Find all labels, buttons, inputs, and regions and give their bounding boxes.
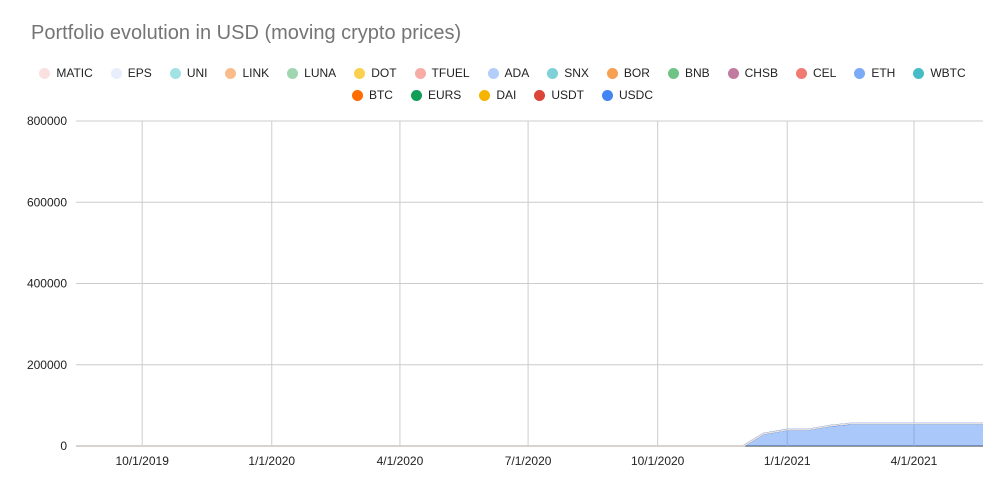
legend-swatch: [354, 67, 366, 79]
legend-item-eth[interactable]: ETH: [854, 66, 895, 80]
legend-label: CHSB: [744, 66, 778, 80]
legend-label: MATIC: [56, 66, 93, 80]
y-tick-label: 0: [60, 439, 67, 453]
area-usdc: [76, 423, 983, 446]
legend-swatch: [727, 67, 739, 79]
x-tick-label: 10/1/2019: [115, 454, 169, 468]
legend-label: WBTC: [930, 66, 966, 80]
x-tick-label: 1/1/2021: [764, 454, 811, 468]
legend-item-ada[interactable]: ADA: [487, 66, 530, 80]
legend-label: BTC: [368, 88, 393, 102]
legend-label: SNX: [564, 66, 589, 80]
legend-item-wbtc[interactable]: WBTC: [913, 66, 966, 80]
legend-swatch: [39, 67, 51, 79]
legend-label: EURS: [427, 88, 462, 102]
legend-row: MATIC EPS UNI LINK LUNA DOT TFUEL ADA SNX BOR BNB C…: [0, 62, 1005, 84]
legend-swatch: [534, 89, 546, 101]
chart-legend: MATIC EPS UNI LINK LUNA DOT TFUEL ADA SNX BOR BNB C…: [0, 62, 1005, 106]
legend-item-matic[interactable]: MATIC: [39, 66, 93, 80]
y-tick-label: 400000: [27, 277, 67, 291]
legend-label: UNI: [186, 66, 208, 80]
legend-swatch: [410, 89, 422, 101]
legend-label: DOT: [371, 66, 397, 80]
legend-label: CEL: [812, 66, 837, 80]
legend-swatch: [547, 67, 559, 79]
legend-swatch: [287, 67, 299, 79]
legend-item-eurs[interactable]: EURS: [410, 88, 462, 102]
y-tick-label: 600000: [27, 195, 67, 209]
legend-item-cel[interactable]: CEL: [795, 66, 837, 80]
legend-swatch: [225, 67, 237, 79]
legend-item-usdc[interactable]: USDC: [602, 88, 653, 102]
legend-swatch: [606, 67, 618, 79]
legend-item-eps[interactable]: EPS: [110, 66, 152, 80]
legend-label: EPS: [127, 66, 152, 80]
legend-swatch: [487, 67, 499, 79]
legend-swatch: [913, 67, 925, 79]
legend-swatch: [169, 67, 181, 79]
legend-label: BNB: [684, 66, 710, 80]
legend-item-link[interactable]: LINK: [225, 66, 269, 80]
legend-label: USDC: [619, 88, 654, 102]
legend-label: ADA: [504, 66, 530, 80]
legend-item-tfuel[interactable]: TFUEL: [414, 66, 470, 80]
legend-label: TFUEL: [431, 66, 470, 80]
legend-item-btc[interactable]: BTC: [351, 88, 393, 102]
legend-swatch: [479, 89, 491, 101]
chart-title: Portfolio evolution in USD (moving crypt…: [31, 22, 462, 44]
y-tick-label: 800000: [27, 114, 67, 128]
x-tick-label: 1/1/2020: [248, 454, 295, 468]
legend-item-luna[interactable]: LUNA: [287, 66, 336, 80]
legend-item-snx[interactable]: SNX: [547, 66, 589, 80]
legend-item-chsb[interactable]: CHSB: [727, 66, 778, 80]
legend-label: ETH: [871, 66, 896, 80]
legend-row: BTC EURS DAI USDT USDC: [0, 84, 1005, 106]
legend-swatch: [854, 67, 866, 79]
series-line-matic: [76, 423, 983, 447]
legend-item-dai[interactable]: DAI: [479, 88, 516, 102]
legend-item-dot[interactable]: DOT: [354, 66, 397, 80]
legend-item-bor[interactable]: BOR: [606, 66, 650, 80]
x-tick-label: 4/1/2021: [891, 454, 938, 468]
x-tick-label: 7/1/2020: [505, 454, 552, 468]
legend-label: LINK: [242, 66, 270, 80]
legend-swatch: [414, 67, 426, 79]
legend-item-uni[interactable]: UNI: [169, 66, 208, 80]
legend-swatch: [795, 67, 807, 79]
legend-label: DAI: [496, 88, 517, 102]
legend-label: USDT: [551, 88, 584, 102]
legend-swatch: [667, 67, 679, 79]
legend-item-usdt[interactable]: USDT: [534, 88, 584, 102]
legend-swatch: [110, 67, 122, 79]
x-tick-label: 4/1/2020: [377, 454, 424, 468]
legend-swatch: [602, 89, 613, 101]
legend-swatch: [351, 89, 363, 101]
y-tick-label: 200000: [27, 358, 67, 372]
legend-label: LUNA: [304, 66, 337, 80]
x-tick-label: 10/1/2020: [631, 454, 685, 468]
legend-item-bnb[interactable]: BNB: [667, 66, 710, 80]
legend-label: BOR: [623, 66, 650, 80]
